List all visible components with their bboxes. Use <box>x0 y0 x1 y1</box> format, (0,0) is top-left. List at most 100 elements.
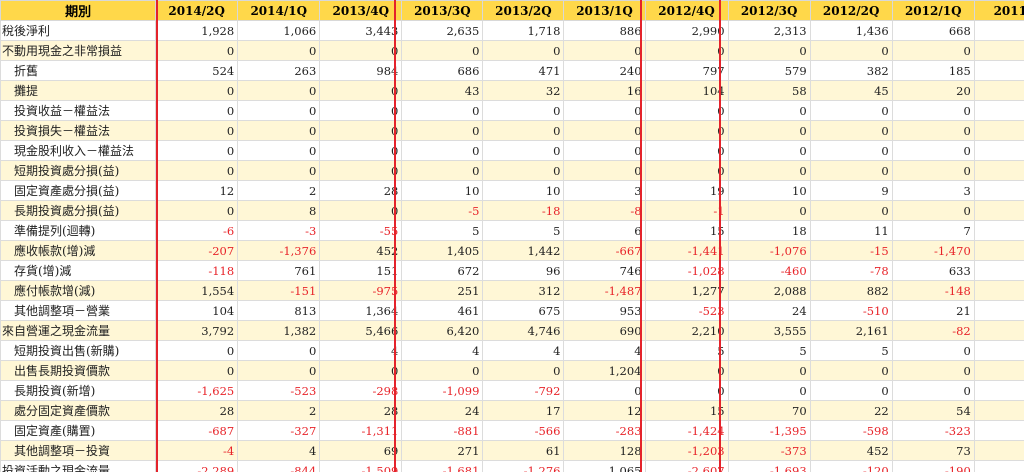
table-cell: 16 <box>563 80 646 101</box>
header-col-1[interactable]: 2014/2Q <box>155 0 239 21</box>
table-cell <box>973 120 1024 141</box>
header-col-9[interactable]: 2012/2Q <box>809 0 893 21</box>
table-cell: 0 <box>891 200 975 221</box>
table-cell: -1,311 <box>319 420 403 441</box>
table-cell: 0 <box>155 360 239 381</box>
table-cell: -1,099 <box>401 380 484 401</box>
table-cell: 69 <box>319 440 403 461</box>
table-cell: -1,028 <box>644 260 729 281</box>
table-cell: 0 <box>155 340 239 361</box>
row-label: 處分固定資產價款 <box>0 400 157 421</box>
table-cell: 15 <box>644 220 729 241</box>
table-cell: 984 <box>319 60 403 81</box>
table-cell: 0 <box>319 120 403 141</box>
table-cell: 1,382 <box>237 320 321 341</box>
table-cell: 0 <box>237 120 321 141</box>
header-col-11[interactable]: 2011/4Q <box>973 0 1024 21</box>
table-cell: 5 <box>482 220 565 241</box>
row-label: 投資損失－權益法 <box>0 120 157 141</box>
table-cell: 0 <box>237 360 321 381</box>
table-row: 其他調整項－營業 104 813 1,364 461 675 953 -523 24 -510 21 <box>0 300 1024 321</box>
table-row: 應收帳款(增)減 -207 -1,376 452 1,405 1,442 -667 -1,44… <box>0 240 1024 261</box>
table-cell: 0 <box>809 200 893 221</box>
table-cell: 1,204 <box>563 360 646 381</box>
table-cell: 0 <box>401 360 484 381</box>
table-cell: 5 <box>644 340 729 361</box>
table-cell: 686 <box>401 60 484 81</box>
table-cell: 1,928 <box>155 20 239 41</box>
table-cell: 0 <box>727 360 811 381</box>
table-cell: -148 <box>891 280 975 301</box>
table-cell: -667 <box>563 240 646 261</box>
table-cell: 6 <box>563 220 646 241</box>
table-cell: -207 <box>155 240 239 261</box>
table-cell: 22 <box>809 400 893 421</box>
table-cell: 0 <box>319 140 403 161</box>
table-cell: 6,420 <box>401 320 484 341</box>
table-cell: 524 <box>155 60 239 81</box>
table-row: 處分固定資產價款28228241712157022541 <box>0 400 1024 421</box>
table-cell: 0 <box>237 160 321 181</box>
table-cell: 0 <box>727 200 811 221</box>
table-cell: 0 <box>727 160 811 181</box>
table-cell: 5 <box>809 340 893 361</box>
table-cell: 2,7 <box>973 320 1024 341</box>
table-cell: 104 <box>155 300 239 321</box>
table-cell: -4 <box>155 440 239 461</box>
table-cell: -1,203 <box>644 440 729 461</box>
header-col-4[interactable]: 2013/3Q <box>401 0 484 21</box>
header-col-8[interactable]: 2012/3Q <box>727 0 811 21</box>
table-cell: 1,065 <box>563 460 646 472</box>
table-cell: 4 <box>401 340 484 361</box>
table-cell: -792 <box>482 380 565 401</box>
table-row: 長期投資處分損(益) 0 8 0 -5 -18 -8 -1 0 0 0 <box>0 200 1024 221</box>
row-label: 稅後淨利 <box>0 20 157 41</box>
table-cell: 271 <box>401 440 484 461</box>
table-cell: 452 <box>319 240 403 261</box>
table-cell: 1,436 <box>809 20 893 41</box>
table-cell: 0 <box>644 380 729 401</box>
table-cell: -2,289 <box>155 460 239 472</box>
table-cell: -975 <box>319 280 403 301</box>
table-cell: -3 <box>237 220 321 241</box>
table-cell: 24 <box>401 400 484 421</box>
table-cell: 2 <box>237 180 321 201</box>
header-col-5[interactable]: 2013/2Q <box>482 0 565 21</box>
table-cell: -120 <box>809 460 893 472</box>
table-cell: 882 <box>809 280 893 301</box>
table-cell: 0 <box>809 360 893 381</box>
row-label: 現金股利收入－權益法 <box>0 140 157 161</box>
header-period[interactable]: 期別 <box>0 0 157 21</box>
table-cell <box>973 380 1024 401</box>
table-cell: -1,470 <box>891 240 975 261</box>
table-cell: 1,405 <box>401 240 484 261</box>
row-label: 準備提列(迴轉) <box>0 220 157 241</box>
header-col-2[interactable]: 2014/1Q <box>237 0 321 21</box>
row-label: 投資收益－權益法 <box>0 100 157 121</box>
table-cell: 21 <box>891 300 975 321</box>
table-cell <box>973 300 1024 321</box>
table-cell: -523 <box>237 380 321 401</box>
table-cell: -2,3 <box>973 460 1024 472</box>
table-row: 出售長期投資價款 0 0 0 0 0 1,204 0 0 0 0 <box>0 360 1024 381</box>
table-cell: 0 <box>237 140 321 161</box>
table-cell: 1,554 <box>155 280 239 301</box>
table-cell: 0 <box>644 140 729 161</box>
table-cell: -118 <box>155 260 239 281</box>
table-cell: 45 <box>809 80 893 101</box>
header-col-10[interactable]: 2012/1Q <box>891 0 975 21</box>
table-cell: 0 <box>809 380 893 401</box>
table-cell: 17 <box>482 400 565 421</box>
table-cell: 2 <box>237 400 321 421</box>
header-col-7[interactable]: 2012/4Q <box>644 0 729 21</box>
table-row: 現金股利收入－權益法 0 0 0 0 0 0 0 0 0 0 <box>0 140 1024 161</box>
table-cell: 9 <box>809 180 893 201</box>
header-col-6[interactable]: 2013/1Q <box>563 0 646 21</box>
table-cell: 0 <box>155 100 239 121</box>
table-cell: 0 <box>727 40 811 61</box>
row-label: 其他調整項－營業 <box>0 300 157 321</box>
header-col-3[interactable]: 2013/4Q <box>319 0 403 21</box>
table-cell: 20 <box>891 80 975 101</box>
table-cell: -687 <box>155 420 239 441</box>
row-label: 應付帳款增(減) <box>0 280 157 301</box>
